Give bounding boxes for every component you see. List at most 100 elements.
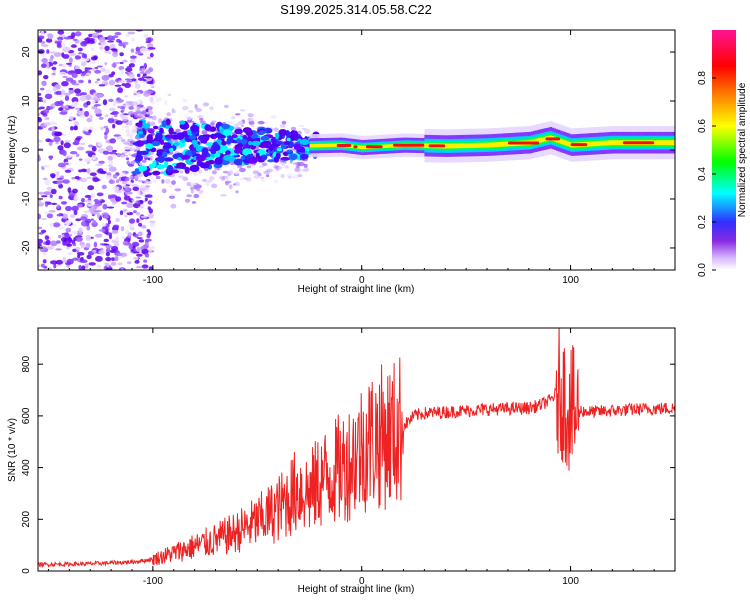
spectrogram-cell [56, 204, 61, 209]
spectrogram-cell [84, 67, 88, 73]
spectrogram-cell [128, 176, 133, 179]
spectrogram-cell [71, 97, 79, 103]
spectrogram-cell [41, 80, 47, 87]
spectrogram-cell [193, 193, 200, 199]
spectrogram-cell [38, 139, 42, 143]
spectrogram-cell [225, 150, 231, 155]
spectrogram-cell [116, 136, 123, 140]
spectrogram-cell [179, 120, 186, 125]
spectrogram-cell [79, 92, 88, 96]
spectrogram-cell [227, 144, 232, 147]
y-tick-label: -10 [21, 191, 32, 206]
spectrogram-cell [61, 213, 68, 220]
spectrogram-cell [122, 151, 128, 154]
spectrogram-cell [85, 72, 92, 76]
spectrogram-cell [122, 236, 127, 239]
spectrogram-cell [74, 65, 80, 70]
spectrogram-cell [74, 68, 83, 75]
spectrogram-cell [47, 267, 52, 270]
spectrogram-cell [143, 179, 150, 185]
spectrogram-cell [117, 99, 124, 103]
spectrogram-cell [84, 218, 92, 224]
spectrogram-cell [175, 152, 183, 157]
spectrogram-cell [202, 102, 209, 107]
spectrogram-cell [137, 231, 143, 237]
spectrogram-cell [151, 115, 157, 121]
spectrogram-cell [234, 128, 243, 135]
spectrogram-cell [662, 140, 665, 146]
y-tick-label: 10 [21, 95, 32, 107]
spectrogram-cell [141, 248, 149, 255]
spectrogram-cell [117, 105, 121, 109]
spectrogram-cell [90, 192, 96, 199]
spectrogram-cell [80, 73, 86, 77]
spectrogram-cell [55, 141, 59, 145]
spectrogram-cell [505, 141, 509, 147]
spectrogram-cell [118, 66, 125, 71]
spectrogram-cell [42, 252, 47, 256]
spectrogram-cell [365, 145, 383, 149]
spectrogram-cell [131, 148, 136, 152]
spectrogram-cell [149, 176, 154, 180]
spectrogram-cell [130, 249, 135, 252]
spectrogram-cell [221, 176, 226, 181]
spectrogram-cell [115, 120, 123, 125]
spectrogram-cell [128, 63, 135, 68]
spectrogram-cell [190, 186, 195, 191]
spectrogram-cell [40, 63, 47, 69]
spectrogram-cell [670, 140, 674, 146]
spectrogram-cell [161, 188, 167, 194]
spectrogram-cell [143, 259, 148, 263]
spectrogram-cell [99, 46, 104, 50]
spectrogram-cell [453, 143, 456, 149]
spectrogram-cell [126, 80, 133, 83]
spectrogram-cell [136, 253, 143, 257]
spectrogram-cell [124, 188, 131, 191]
spectrogram-cell [124, 176, 130, 182]
spectrogram-cell [253, 175, 260, 179]
spectrogram-cell [38, 38, 43, 43]
spectrogram-cell [61, 81, 69, 87]
spectrogram-cell [658, 140, 661, 146]
spectrogram-cell [98, 229, 106, 232]
spectrogram-cell [96, 78, 101, 81]
spectrogram-cell [296, 164, 300, 169]
spectrogram-cell [564, 140, 567, 146]
spectrogram-cell [251, 140, 261, 147]
spectrogram-cell [223, 175, 230, 181]
spectrogram-cell [589, 141, 592, 147]
spectrogram-cell [111, 63, 117, 68]
spectrogram-cell [668, 140, 671, 146]
spectrogram-cell [57, 145, 64, 151]
spectrogram-cell [165, 178, 171, 184]
spectrogram-cell [101, 74, 110, 81]
spectrogram-cell [124, 214, 128, 218]
spectrogram-cell [71, 205, 79, 212]
spectrogram-cell [63, 92, 71, 96]
spectrogram-cell [94, 104, 101, 107]
spectrogram-cell [202, 178, 207, 182]
spectrogram-cell [247, 113, 254, 118]
spectrogram-ylabel: Frequency (Hz) [7, 116, 18, 185]
spectrogram-cell [145, 69, 151, 75]
spectrogram-cell [155, 175, 161, 180]
spectrogram-cell [236, 138, 241, 143]
spectrogram-cell [56, 171, 60, 176]
spectrogram-cell [98, 250, 105, 255]
spectrogram-cell [386, 144, 390, 148]
spectrogram-cell [90, 60, 96, 64]
spectrogram-cell [73, 121, 80, 126]
spectrogram-cell [614, 140, 617, 146]
spectrogram-cell [38, 117, 43, 123]
spectrogram-cell [311, 144, 314, 148]
spectrogram-cell [98, 116, 104, 120]
spectrogram-cell [246, 165, 252, 169]
spectrogram-cell [110, 246, 119, 251]
spectrogram-cell [44, 235, 50, 241]
spectrogram-cell [119, 210, 124, 216]
spectrogram-cell [49, 121, 57, 126]
spectrogram-cell [70, 44, 77, 48]
spectrogram-cell [149, 121, 156, 127]
spectrogram-cell [223, 104, 229, 109]
